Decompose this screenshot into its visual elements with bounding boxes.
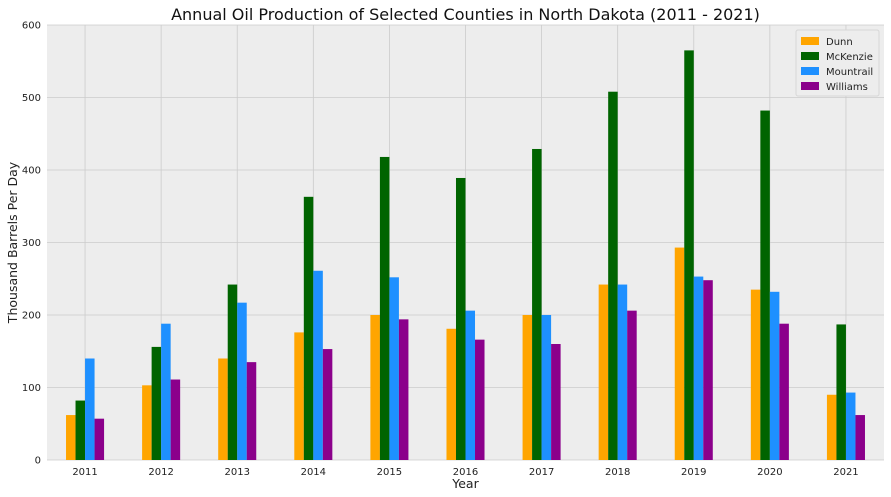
x-tick-label: 2019 bbox=[681, 467, 706, 478]
bar-mountrail-2016 bbox=[465, 310, 476, 460]
x-tick-label: 2014 bbox=[301, 467, 326, 478]
bar-dunn-2014 bbox=[294, 332, 304, 460]
bar-mountrail-2015 bbox=[389, 277, 399, 460]
bar-mountrail-2020 bbox=[769, 291, 780, 460]
bar-mckenzie-2016 bbox=[455, 177, 466, 461]
y-tick-label: 200 bbox=[22, 311, 41, 322]
y-tick-label: 0 bbox=[35, 456, 41, 467]
bar-williams-2015 bbox=[398, 319, 409, 460]
y-tick-label: 300 bbox=[22, 238, 41, 249]
bar-dunn-2013 bbox=[218, 358, 228, 460]
bar-williams-2012 bbox=[170, 379, 181, 460]
x-tick-label: 2018 bbox=[605, 467, 630, 478]
bar-dunn-2020 bbox=[750, 289, 761, 461]
bar-mountrail-2017 bbox=[541, 315, 552, 460]
bar-dunn-2017 bbox=[522, 315, 533, 460]
bar-williams-2021 bbox=[855, 415, 865, 460]
bar-dunn-2018 bbox=[598, 284, 609, 460]
bar-mckenzie-2021 bbox=[836, 324, 846, 460]
bar-dunn-2015 bbox=[370, 315, 380, 460]
x-axis-label: Year bbox=[451, 476, 479, 491]
y-axis-label: Thousand Barrels Per Day bbox=[5, 161, 20, 324]
y-tick-label: 100 bbox=[22, 383, 41, 394]
x-tick-label: 2021 bbox=[833, 467, 858, 478]
bar-williams-2011 bbox=[94, 418, 105, 460]
x-tick-label: 2020 bbox=[757, 467, 782, 478]
bar-mckenzie-2015 bbox=[379, 156, 390, 460]
chart-title: Annual Oil Production of Selected Counti… bbox=[171, 5, 760, 24]
bar-mckenzie-2020 bbox=[760, 110, 770, 461]
bar-williams-2013 bbox=[246, 362, 257, 461]
legend-label-mountrail: Mountrail bbox=[826, 67, 873, 78]
bar-mckenzie-2011 bbox=[75, 400, 86, 460]
bar-mckenzie-2019 bbox=[684, 50, 694, 461]
bar-mountrail-2013 bbox=[237, 302, 247, 460]
bar-mountrail-2019 bbox=[693, 276, 704, 460]
legend-label-mckenzie: McKenzie bbox=[826, 52, 873, 63]
bar-mckenzie-2018 bbox=[608, 91, 618, 460]
legend-swatch-dunn bbox=[801, 37, 819, 45]
bar-mountrail-2018 bbox=[617, 284, 628, 460]
bar-mckenzie-2012 bbox=[151, 346, 162, 460]
x-tick-label: 2017 bbox=[529, 467, 554, 478]
y-tick-label: 400 bbox=[22, 166, 41, 177]
bar-dunn-2011 bbox=[66, 415, 76, 460]
legend-label-williams: Williams bbox=[826, 82, 868, 93]
legend-swatch-mountrail bbox=[801, 67, 819, 75]
legend-swatch-williams bbox=[801, 82, 819, 90]
bar-mountrail-2021 bbox=[845, 392, 856, 460]
bar-mckenzie-2014 bbox=[303, 196, 314, 460]
bar-williams-2017 bbox=[551, 344, 561, 460]
bar-dunn-2016 bbox=[446, 328, 456, 460]
legend-box bbox=[795, 29, 880, 97]
bar-williams-2019 bbox=[703, 280, 713, 460]
bar-dunn-2021 bbox=[826, 394, 837, 460]
bar-mountrail-2011 bbox=[85, 358, 95, 460]
bar-dunn-2012 bbox=[142, 385, 152, 460]
bar-dunn-2019 bbox=[674, 247, 685, 460]
x-tick-label: 2011 bbox=[72, 467, 97, 478]
bar-mountrail-2014 bbox=[313, 270, 323, 460]
bars bbox=[66, 50, 865, 461]
bar-williams-2020 bbox=[779, 323, 789, 460]
y-tick-label: 500 bbox=[22, 93, 41, 104]
legend: Dunn McKenzie Mountrail Williams bbox=[795, 29, 880, 97]
bar-williams-2018 bbox=[627, 310, 637, 460]
bar-williams-2016 bbox=[475, 339, 485, 460]
legend-label-dunn: Dunn bbox=[826, 37, 853, 48]
bar-mckenzie-2017 bbox=[532, 148, 542, 461]
bar-mountrail-2012 bbox=[161, 323, 171, 460]
x-tick-label: 2012 bbox=[148, 467, 173, 478]
x-tick-labels: 2011 2012 2013 2014 2015 2016 2017 2018 2019 2020… bbox=[72, 467, 858, 478]
y-tick-label: 600 bbox=[22, 21, 41, 32]
x-tick-label: 2015 bbox=[377, 467, 402, 478]
y-tick-labels: 0 100 200 300 400 500 600 bbox=[22, 21, 41, 467]
bar-mckenzie-2013 bbox=[227, 284, 238, 460]
legend-swatch-mckenzie bbox=[801, 52, 819, 60]
bar-williams-2014 bbox=[322, 349, 333, 460]
x-tick-label: 2013 bbox=[225, 467, 250, 478]
x-tick-label: 2016 bbox=[453, 467, 478, 478]
